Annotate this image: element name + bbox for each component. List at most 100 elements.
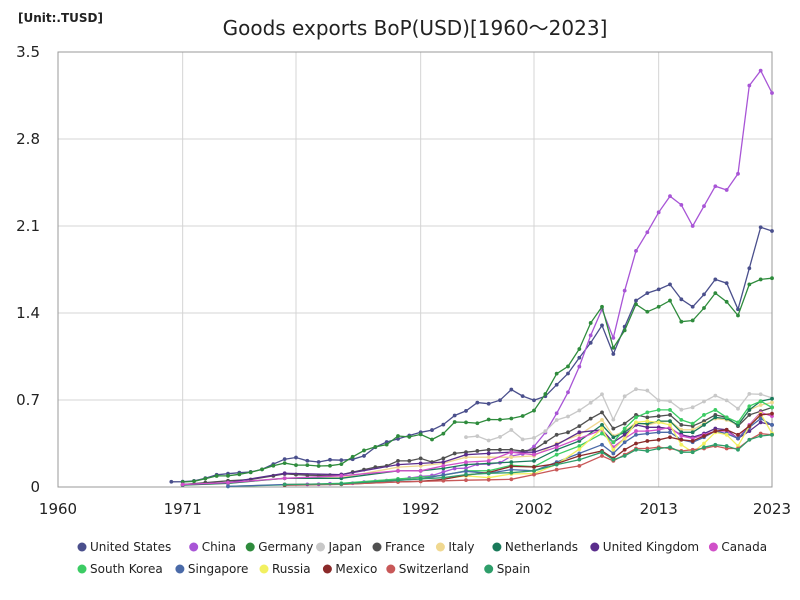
data-point bbox=[532, 444, 536, 449]
series-line bbox=[284, 434, 773, 486]
legend-marker bbox=[484, 564, 494, 574]
data-point bbox=[702, 413, 706, 417]
legend-marker bbox=[590, 542, 600, 552]
data-point bbox=[577, 454, 582, 458]
data-point bbox=[747, 437, 752, 442]
data-point bbox=[645, 431, 650, 436]
data-point bbox=[770, 411, 774, 416]
data-point bbox=[498, 435, 502, 439]
data-point bbox=[566, 364, 570, 369]
data-point bbox=[577, 430, 582, 435]
data-point bbox=[577, 436, 582, 441]
y-tick-label: 2.1 bbox=[16, 217, 40, 235]
data-point bbox=[396, 437, 400, 441]
data-point bbox=[520, 394, 525, 399]
data-point bbox=[509, 416, 514, 421]
data-point bbox=[203, 476, 208, 481]
data-point bbox=[339, 458, 344, 463]
data-point bbox=[316, 464, 321, 468]
data-point bbox=[566, 430, 570, 435]
data-point bbox=[418, 456, 423, 461]
data-point bbox=[679, 434, 684, 438]
legend-marker bbox=[492, 542, 502, 552]
data-point bbox=[441, 431, 446, 436]
data-point bbox=[384, 440, 389, 444]
legend-label: Japan bbox=[328, 540, 362, 554]
data-point bbox=[770, 276, 774, 281]
legend-label: Germany bbox=[258, 540, 313, 554]
data-point bbox=[656, 210, 661, 215]
data-point bbox=[634, 387, 638, 392]
data-point bbox=[305, 458, 310, 463]
legend-marker bbox=[708, 542, 718, 552]
legend-marker bbox=[245, 542, 255, 552]
series-germany bbox=[180, 276, 774, 484]
data-point bbox=[554, 462, 559, 467]
data-point bbox=[713, 184, 718, 189]
data-point bbox=[679, 437, 684, 442]
data-point bbox=[577, 347, 582, 351]
data-point bbox=[554, 445, 559, 450]
data-point bbox=[509, 467, 514, 472]
data-point bbox=[668, 194, 672, 199]
data-point bbox=[645, 410, 650, 415]
unit-label: [Unit:.TUSD] bbox=[18, 11, 103, 25]
data-point bbox=[362, 454, 366, 458]
x-tick-label: 1971 bbox=[164, 500, 202, 518]
data-point bbox=[566, 414, 570, 419]
legend-item: Netherlands bbox=[492, 540, 578, 554]
data-point bbox=[554, 382, 559, 387]
data-point bbox=[260, 467, 264, 472]
data-point bbox=[486, 401, 491, 406]
data-point bbox=[770, 422, 774, 427]
data-point bbox=[668, 408, 672, 412]
data-point bbox=[758, 399, 763, 404]
data-point bbox=[577, 355, 582, 360]
data-point bbox=[668, 419, 672, 424]
data-point bbox=[532, 436, 536, 440]
legend-item: South Korea bbox=[77, 562, 163, 576]
data-point bbox=[679, 417, 684, 422]
data-point bbox=[747, 429, 752, 433]
data-point bbox=[509, 477, 514, 482]
data-point bbox=[656, 304, 661, 309]
data-point bbox=[169, 479, 174, 484]
data-point bbox=[532, 398, 536, 403]
data-point bbox=[724, 427, 729, 432]
legend-item: France bbox=[372, 540, 425, 554]
data-point bbox=[758, 413, 763, 417]
data-point bbox=[645, 419, 650, 424]
data-point bbox=[770, 400, 774, 405]
data-point bbox=[622, 328, 627, 333]
data-point bbox=[622, 436, 627, 441]
data-point bbox=[464, 452, 468, 457]
data-point bbox=[747, 408, 752, 412]
data-point bbox=[690, 405, 695, 410]
y-tick-label: 0 bbox=[30, 478, 40, 496]
series-line bbox=[171, 226, 773, 483]
data-point bbox=[645, 309, 650, 314]
data-point bbox=[622, 288, 627, 293]
data-point bbox=[532, 408, 536, 413]
data-point bbox=[758, 225, 763, 230]
data-point bbox=[543, 429, 548, 434]
data-point bbox=[396, 478, 400, 483]
data-point bbox=[600, 431, 604, 436]
legend-label: Spain bbox=[497, 562, 531, 576]
legend-marker bbox=[386, 564, 396, 574]
series-line bbox=[227, 417, 773, 488]
data-point bbox=[634, 429, 638, 433]
data-point bbox=[554, 418, 559, 422]
data-point bbox=[622, 447, 627, 452]
data-point bbox=[736, 307, 740, 312]
data-point bbox=[713, 393, 718, 398]
data-point bbox=[577, 408, 582, 413]
data-point bbox=[486, 471, 491, 476]
data-point bbox=[588, 400, 593, 405]
data-point bbox=[441, 478, 446, 483]
data-point bbox=[509, 470, 514, 475]
data-point bbox=[577, 457, 582, 462]
data-point bbox=[577, 364, 582, 369]
data-point bbox=[713, 415, 718, 420]
series-lines bbox=[169, 68, 774, 489]
